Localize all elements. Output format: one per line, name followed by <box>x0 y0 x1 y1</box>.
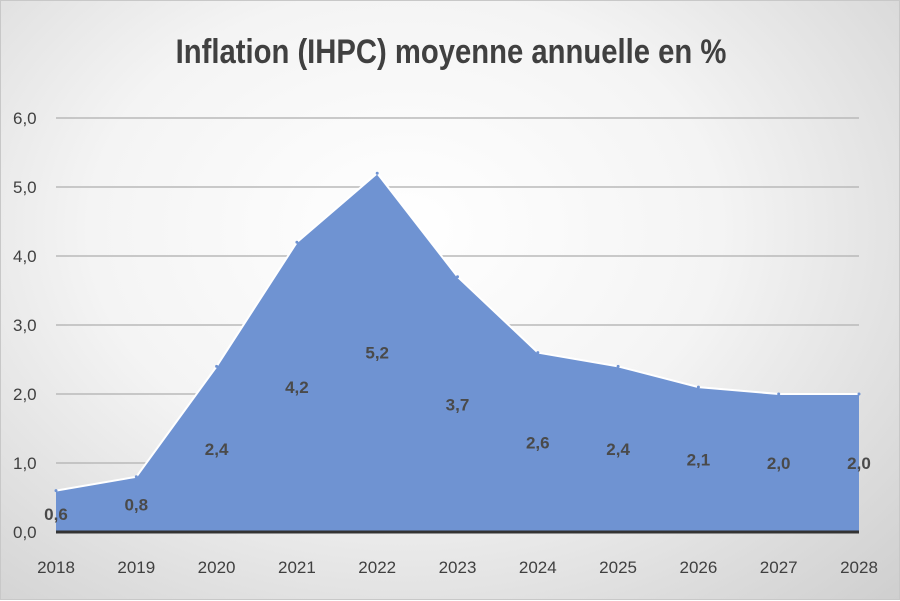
data-label: 2,6 <box>526 433 550 452</box>
x-tick-label: 2026 <box>679 558 717 577</box>
data-label: 2,1 <box>687 451 711 470</box>
x-tick-label: 2023 <box>439 558 477 577</box>
area-series <box>54 171 861 532</box>
data-point <box>536 351 540 355</box>
data-point <box>777 392 781 396</box>
data-label: 2,4 <box>606 440 630 459</box>
y-tick-label: 1,0 <box>13 454 37 473</box>
data-label: 0,6 <box>44 505 68 524</box>
data-label: 3,7 <box>446 395 470 414</box>
x-tick-label: 2019 <box>117 558 155 577</box>
x-tick-label: 2025 <box>599 558 637 577</box>
data-labels: 0,6 0,8 2,4 4,2 5,2 3,7 2,6 2,4 2,1 2,0 2,0 <box>44 344 871 524</box>
y-tick-label: 0,0 <box>13 523 37 542</box>
data-label: 5,2 <box>365 344 389 363</box>
chart-title: Inflation (IHPC) moyenne annuelle en % <box>175 33 727 71</box>
data-label: 2,0 <box>767 454 791 473</box>
data-label: 2,4 <box>205 440 229 459</box>
x-tick-label: 2021 <box>278 558 316 577</box>
x-tick-label: 2018 <box>37 558 75 577</box>
x-tick-label: 2024 <box>519 558 557 577</box>
x-tick-label: 2028 <box>840 558 878 577</box>
x-tick-label: 2020 <box>198 558 236 577</box>
y-tick-label: 3,0 <box>13 316 37 335</box>
x-tick-label: 2022 <box>358 558 396 577</box>
area-fill <box>56 173 859 532</box>
data-point <box>134 475 138 479</box>
data-point <box>696 385 700 389</box>
data-label: 2,0 <box>847 454 871 473</box>
y-tick-label: 5,0 <box>13 178 37 197</box>
x-tick-label: 2027 <box>760 558 798 577</box>
y-tick-label: 6,0 <box>13 109 37 128</box>
data-point <box>295 240 299 244</box>
data-point <box>375 171 379 175</box>
data-label: 0,8 <box>124 495 148 514</box>
data-point <box>857 392 861 396</box>
y-tick-label: 4,0 <box>13 247 37 266</box>
data-point <box>456 275 459 279</box>
data-point <box>54 489 58 493</box>
y-tick-label: 2,0 <box>13 385 37 404</box>
data-label: 4,2 <box>285 378 309 397</box>
axes: 0,0 1,0 2,0 3,0 4,0 5,0 6,0 2018 2019 2020 2021 202… <box>13 109 878 577</box>
data-point <box>616 364 620 368</box>
data-point <box>215 364 219 368</box>
